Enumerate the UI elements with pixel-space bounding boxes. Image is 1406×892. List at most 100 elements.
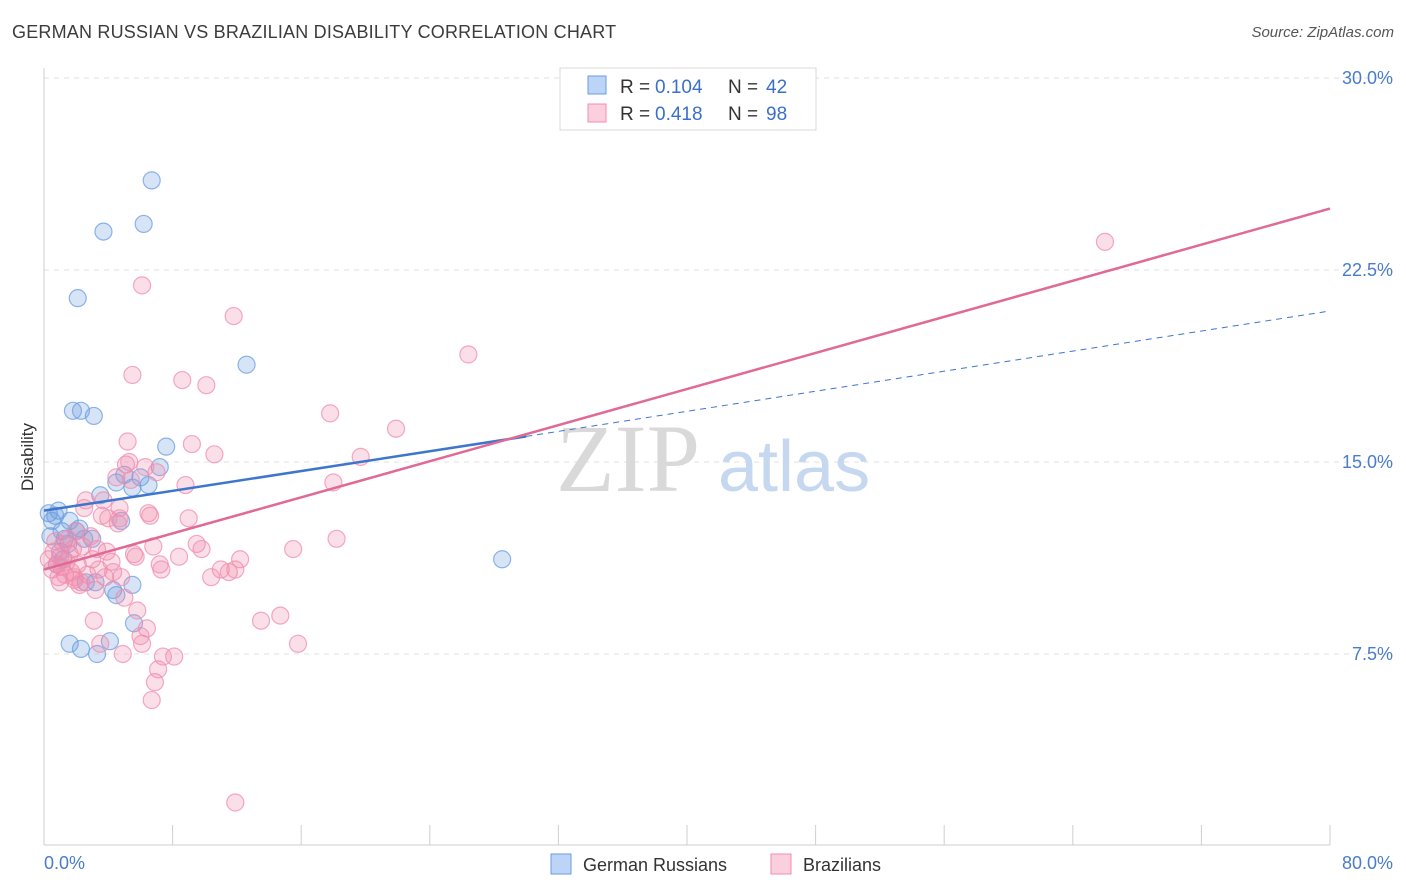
german-russians-points — [39, 171, 512, 664]
data-point — [132, 634, 152, 653]
data-point — [271, 606, 290, 625]
x-tick-label: 0.0% — [44, 853, 85, 873]
german-russians-trend-extension — [526, 310, 1331, 437]
legend-brazil-n: 98 — [766, 104, 787, 125]
data-point — [165, 647, 184, 666]
data-point — [46, 532, 65, 551]
data-point — [46, 506, 65, 525]
y-axis-title: Disability — [18, 422, 37, 491]
data-point — [179, 509, 198, 528]
data-point — [150, 458, 169, 477]
y-tick-label: 15.0% — [1342, 452, 1393, 472]
data-point — [118, 432, 137, 451]
data-point — [136, 458, 155, 477]
series-legend: German Russians Brazilians — [550, 853, 881, 875]
bottom-legend-swatch-brazil — [770, 853, 792, 875]
y-tick-label: 7.5% — [1352, 644, 1393, 664]
german-russians-trend-line — [43, 435, 527, 512]
data-point — [152, 560, 171, 579]
data-point — [60, 511, 79, 530]
bottom-legend-german: German Russians — [583, 855, 727, 875]
data-point — [157, 437, 176, 456]
chart-source: Source: ZipAtlas.com — [1251, 24, 1394, 41]
data-point — [226, 793, 245, 812]
data-point — [192, 539, 211, 559]
data-point — [71, 639, 91, 658]
legend-swatch-german — [587, 75, 607, 95]
data-point — [126, 547, 145, 566]
data-point — [205, 445, 224, 464]
data-point — [224, 306, 243, 326]
data-point — [231, 550, 250, 569]
data-point — [237, 355, 256, 374]
legend-german-r-label: R = — [620, 77, 650, 98]
legend-brazil-r: 0.418 — [655, 104, 703, 125]
legend-brazil-n-label: N = — [728, 104, 758, 125]
data-point — [386, 419, 406, 438]
data-point — [327, 529, 346, 548]
data-point — [84, 611, 103, 630]
data-point — [147, 463, 166, 482]
data-point — [142, 171, 161, 190]
data-point — [87, 644, 107, 664]
data-point — [197, 376, 216, 395]
data-point — [134, 214, 153, 234]
data-point — [86, 580, 105, 600]
data-point — [65, 568, 84, 587]
data-point — [50, 573, 70, 592]
correlation-legend: R = 0.104 N = 42 R = 0.418 N = 98 — [559, 67, 817, 131]
data-point — [173, 370, 192, 390]
data-point — [95, 568, 115, 587]
data-point — [110, 509, 129, 528]
data-point — [251, 611, 271, 630]
brazilians-points — [39, 232, 1115, 812]
data-point — [123, 365, 142, 385]
bottom-legend-brazil: Brazilians — [803, 855, 881, 875]
data-point — [169, 547, 189, 566]
data-point — [202, 568, 221, 587]
trend-lines — [43, 207, 1331, 571]
watermark-zip: ZIP — [556, 405, 700, 512]
data-point — [142, 690, 161, 710]
data-point — [321, 404, 340, 423]
data-point — [91, 486, 110, 505]
data-point — [226, 560, 245, 579]
data-point — [132, 276, 152, 295]
data-point — [459, 345, 478, 364]
data-point — [137, 619, 156, 638]
y-tick-label: 30.0% — [1342, 68, 1393, 88]
legend-german-r: 0.104 — [655, 77, 703, 98]
data-point — [493, 550, 512, 569]
data-point — [112, 568, 131, 587]
data-point — [187, 534, 206, 554]
data-point — [60, 634, 79, 653]
data-point — [68, 289, 87, 308]
data-point — [284, 539, 303, 559]
y-tick-label: 22.5% — [1342, 260, 1393, 280]
data-point — [91, 634, 110, 653]
watermark-atlas: atlas — [718, 427, 870, 507]
data-point — [128, 601, 147, 620]
legend-german-n: 42 — [766, 77, 787, 98]
chart-title: GERMAN RUSSIAN VS BRAZILIAN DISABILITY C… — [12, 22, 617, 42]
bottom-legend-swatch-german — [550, 853, 572, 875]
data-point — [145, 673, 165, 692]
data-point — [120, 452, 139, 472]
tick-labels: 7.5% 15.0% 22.5% 30.0% 0.0% 80.0% — [44, 68, 1393, 873]
axes — [43, 68, 1331, 846]
data-point — [67, 522, 86, 541]
legend-swatch-brazil — [587, 103, 607, 123]
data-point — [115, 588, 134, 607]
legend-brazil-r-label: R = — [620, 104, 650, 125]
legend-german-n-label: N = — [728, 77, 758, 98]
data-point — [113, 644, 132, 664]
data-point — [140, 506, 160, 525]
data-point — [107, 468, 126, 487]
x-tick-label: 80.0% — [1342, 853, 1393, 873]
data-point — [182, 434, 201, 454]
data-point — [121, 470, 140, 490]
data-point — [288, 634, 308, 653]
brazilians-trend-line — [43, 207, 1331, 571]
data-point — [94, 222, 113, 241]
